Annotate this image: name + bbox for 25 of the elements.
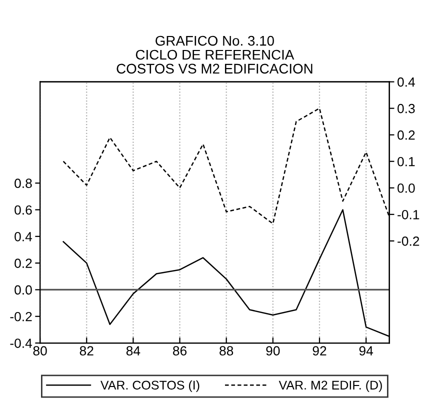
- x-tick-label: 90: [266, 346, 280, 356]
- y2-tick-label: 0.2: [398, 130, 415, 140]
- legend-label: VAR. COSTOS (I): [100, 380, 200, 392]
- x-tick-label: 80: [33, 346, 47, 356]
- y2-tick-label: 0.4: [398, 77, 415, 87]
- x-tick-label: 84: [126, 346, 140, 356]
- y2-tick-label: 0.1: [398, 156, 415, 166]
- chart-title: GRAFICO No. 3.10 CICLO DE REFERENCIA COSTOS VS M2 EDIFICACION: [116, 36, 312, 74]
- y-tick-label: 0.8: [14, 178, 32, 188]
- x-tick-label: 82: [80, 346, 94, 356]
- legend-label: VAR. M2 EDIF. (D): [278, 380, 382, 392]
- y-tick-label: 0.2: [14, 258, 32, 268]
- x-tick-label: 88: [220, 346, 234, 356]
- y-tick-label: 0.4: [14, 232, 32, 242]
- y-tick-label: 0.6: [14, 205, 32, 215]
- y2-tick-label: -0.1: [398, 210, 420, 220]
- x-tick-label: 86: [173, 346, 187, 356]
- y2-tick-label: 0.0: [398, 183, 415, 193]
- y2-tick-label: 0.3: [398, 104, 415, 114]
- y2-tick-label: -0.2: [398, 236, 420, 246]
- x-tick-label: 92: [312, 346, 326, 356]
- y-tick-label: -0.2: [10, 312, 32, 322]
- x-tick-label: 94: [359, 346, 374, 356]
- y-tick-label: 0.0: [14, 285, 32, 295]
- y-tick-label: -0.4: [10, 338, 32, 348]
